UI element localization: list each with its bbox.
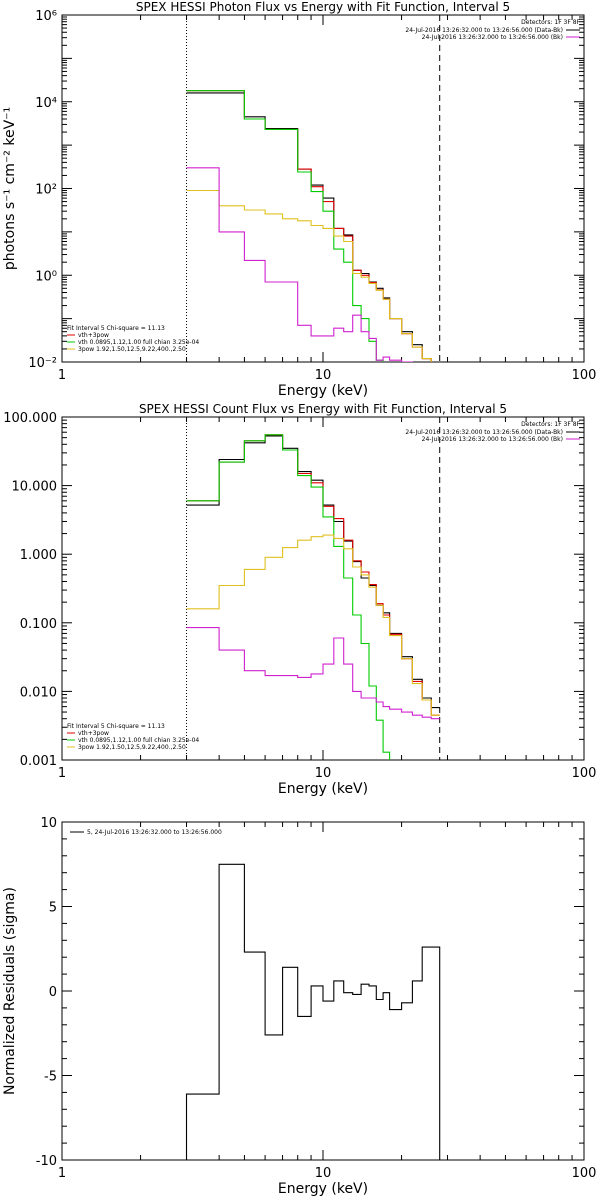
count-y-tick-label: 100.000 [3, 411, 57, 426]
count-legend-entry: vth+3pow [78, 730, 109, 737]
photon-x-tick-label: 100 [572, 368, 597, 383]
residuals-y-tick-label: 5 [49, 901, 57, 916]
photon-legend-entry: vth+3pow [78, 332, 109, 339]
residuals-legend-entry: 5, 24-Jul-2016 13:26:32.000 to 13:26:56.… [87, 829, 222, 836]
count-x-tick-label: 100 [572, 766, 597, 781]
count-y-tick-label: 0.001 [20, 754, 57, 769]
photon-y-tick-label: 10⁴ [35, 96, 57, 111]
count-legend-fit-interval: Fit Interval 5 Chi-square = 11.13 [67, 723, 165, 730]
residuals-x-ticks [61, 822, 573, 1160]
photon-x-tick-label: 10 [315, 368, 332, 383]
residuals-series-group [185, 863, 441, 1160]
photon-y-tick-label: 10⁶ [35, 9, 57, 24]
count-title: SPEX HESSI Count Flux vs Energy with Fit… [139, 402, 507, 416]
count-series-bk [186, 627, 440, 720]
photon-title: SPEX HESSI Photon Flux vs Energy with Fi… [136, 0, 510, 14]
count-legend-bottom-left: Fit Interval 5 Chi-square = 11.13vth+3po… [67, 723, 199, 751]
count-series-group [186, 434, 440, 760]
photon-legend-bottom-left: Fit Interval 5 Chi-square = 11.13vth+3po… [67, 325, 199, 353]
count-y-tick-label: 0.100 [20, 617, 57, 632]
count-y-tick-label: 0.010 [20, 685, 57, 700]
photon-legend-detectors: Detectors: 1F 3F 8F [521, 19, 580, 26]
count-x-axis-label: Energy (keV) [278, 781, 368, 797]
photon-panel: 1 10 100 10⁻² 10⁰ 10² 10⁴ 10⁶ SPEX HESSI Photon … [2, 0, 597, 399]
count-series-3pow [186, 534, 440, 716]
photon-y-tick-label: 10⁻² [28, 356, 57, 371]
photon-x-axis-label: Energy (keV) [278, 383, 368, 399]
count-x-tick-label: 10 [315, 766, 332, 781]
count-y-tick-label: 10.000 [12, 480, 58, 495]
count-series-vth [186, 434, 391, 760]
residuals-y-ticks [62, 821, 584, 1161]
photon-x-ticks [61, 15, 573, 362]
count-y-ticks [62, 419, 584, 761]
count-x-tick-label: 1 [58, 766, 66, 781]
photon-legend-entry: 3pow 1.92,1.50,12.5,9.22,400.,2.50 [78, 346, 186, 353]
count-series-vth-3pow [186, 434, 440, 716]
residuals-y-tick-label: 10 [40, 816, 57, 831]
residuals-legend-top-left: 5, 24-Jul-2016 13:26:32.000 to 13:26:56.… [70, 829, 222, 836]
photon-y-axis-label: photons s⁻¹ cm⁻² keV⁻¹ [2, 107, 18, 270]
count-legend-entry: 24-Jul-2016 13:26:32.000 to 13:26:56.000… [405, 429, 563, 436]
count-y-tick-label: 1.000 [20, 548, 57, 563]
photon-legend-entry: 24-Jul-2016 13:26:32.000 to 13:26:56.000… [422, 34, 563, 41]
count-legend-entry: vth 0.0895,1.12,1.00 full chian 3.25e-04 [78, 737, 199, 744]
count-legend-entry: 24-Jul-2016 13:26:32.000 to 13:26:56.000… [422, 436, 563, 443]
photon-y-tick-label: 10⁰ [35, 269, 57, 284]
photon-series-vth [186, 90, 384, 362]
residuals-y-tick-label: -10 [36, 1154, 57, 1169]
photon-x-tick-label: 1 [58, 368, 66, 383]
residuals-x-axis-label: Energy (keV) [278, 1181, 368, 1197]
photon-y-ticks [62, 16, 584, 363]
photon-legend-entry: vth 0.0895,1.12,1.00 full chian 3.25e-04 [78, 339, 199, 346]
residuals-x-tick-label: 1 [58, 1166, 66, 1181]
photon-y-tick-label: 10² [35, 183, 57, 198]
count-axes-frame [61, 416, 585, 761]
count-x-ticks [61, 417, 573, 760]
residuals-x-tick-label: 100 [572, 1166, 597, 1181]
residuals-series-5-24-jul-2016-13-26-32-000-to-13-26-56-000 [185, 863, 441, 1160]
photon-series-3pow [186, 189, 432, 362]
residuals-x-tick-label: 10 [315, 1166, 332, 1181]
count-legend-detectors: Detectors: 1F 3F 8F [521, 421, 580, 428]
residuals-y-axis-label: Normalized Residuals (sigma) [2, 887, 18, 1095]
count-panel: 1 10 100 0.001 0.010 0.100 1.000 10.000 100.000 S… [3, 402, 597, 797]
photon-legend-fit-interval: Fit Interval 5 Chi-square = 11.13 [67, 325, 165, 332]
photon-series-bk [186, 167, 413, 362]
count-legend-entry: 3pow 1.92,1.50,12.5,9.22,400.,2.50 [78, 744, 186, 751]
residuals-y-tick-label: 0 [49, 985, 57, 1000]
count-series-data-bk [186, 435, 440, 709]
photon-legend-entry: 24-Jul-2016 13:26:32.000 to 13:26:56.000… [405, 27, 563, 34]
photon-series-group [186, 90, 432, 362]
residuals-y-tick-label: -5 [44, 1070, 57, 1085]
